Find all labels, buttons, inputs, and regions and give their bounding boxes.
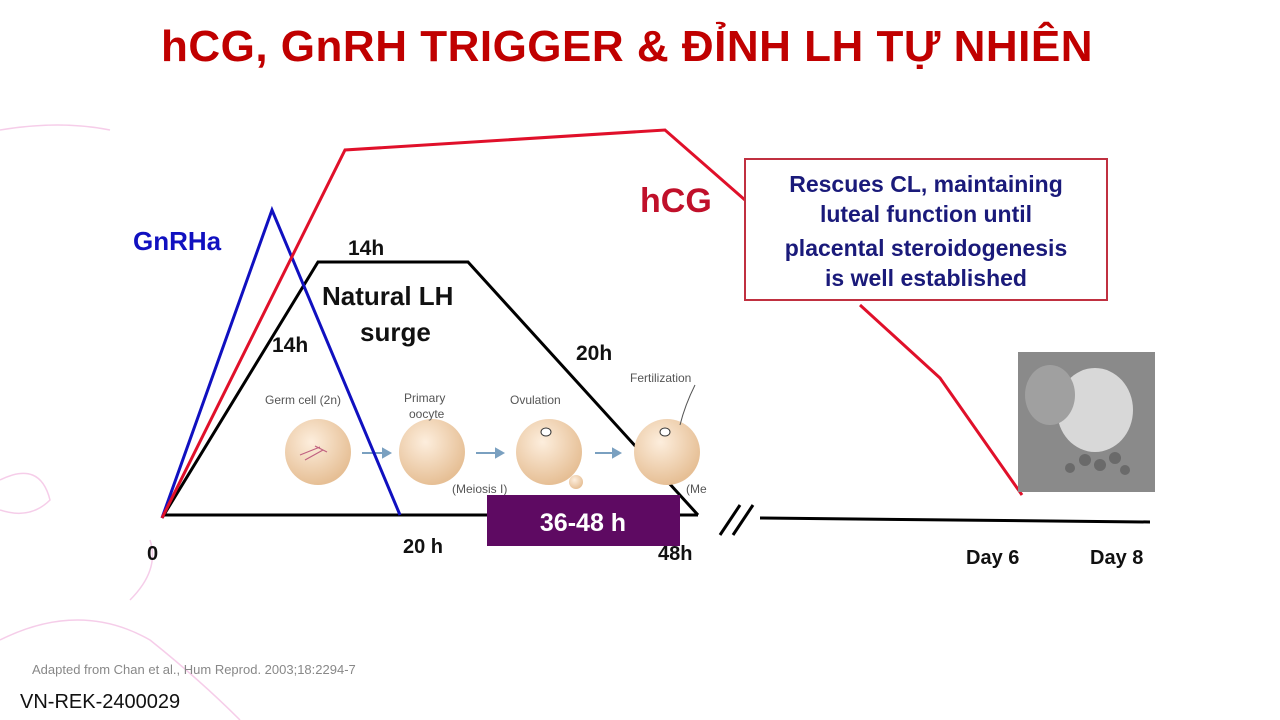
gnrha-line bbox=[160, 205, 402, 519]
embryo-image bbox=[1018, 352, 1155, 492]
citation: Adapted from Chan et al., Hum Reprod. 20… bbox=[32, 662, 356, 677]
stage-fertilization: Fertilization bbox=[630, 371, 691, 385]
hcg-line-decline bbox=[858, 303, 1024, 496]
stage-primary: Primary bbox=[404, 391, 445, 405]
window-box bbox=[487, 495, 680, 546]
axis-t0: 0 bbox=[147, 543, 158, 565]
lh-label-1: Natural LH bbox=[322, 281, 453, 311]
baseline-right bbox=[759, 516, 1151, 524]
oocyte-stages bbox=[285, 384, 700, 489]
callout-line: luteal function until bbox=[820, 201, 1032, 227]
axis-day8: Day 8 bbox=[1090, 547, 1143, 569]
callout-line: placental steroidogenesis bbox=[785, 235, 1067, 261]
break-mark bbox=[718, 504, 742, 536]
lh-plateau-duration: 14h bbox=[348, 237, 384, 260]
slide-code: VN-REK-2400029 bbox=[20, 691, 181, 713]
axis-t20: 20 h bbox=[403, 536, 443, 558]
slide-title: hCG, GnRH TRIGGER & ĐỈNH LH TỰ NHIÊN bbox=[160, 22, 1094, 71]
stage-oocyte: oocyte bbox=[409, 407, 445, 421]
break-mark bbox=[731, 504, 755, 536]
lh-fall-duration: 20h bbox=[576, 342, 612, 365]
hcg-line bbox=[160, 128, 746, 519]
lh-surge-line bbox=[160, 260, 700, 519]
stage-germ-cell: Germ cell (2n) bbox=[265, 393, 341, 407]
gnrha-label: GnRHa bbox=[133, 226, 222, 256]
hcg-label: hCG bbox=[640, 182, 712, 220]
stage-meiosis-2: (Me bbox=[686, 482, 707, 496]
stage-meiosis: (Meiosis I) bbox=[452, 482, 507, 496]
window-label: 36-48 h bbox=[540, 509, 626, 537]
flower-decoration bbox=[0, 124, 241, 720]
callout-line: is well established bbox=[825, 265, 1027, 291]
axis-day6: Day 6 bbox=[966, 547, 1019, 569]
lh-rise-duration: 14h bbox=[272, 334, 308, 357]
callout-line: Rescues CL, maintaining bbox=[789, 171, 1063, 197]
callout-box bbox=[744, 158, 1108, 301]
axis-t48: 48h bbox=[658, 543, 692, 565]
stage-ovulation: Ovulation bbox=[510, 393, 561, 407]
lh-label-2: surge bbox=[360, 317, 431, 347]
